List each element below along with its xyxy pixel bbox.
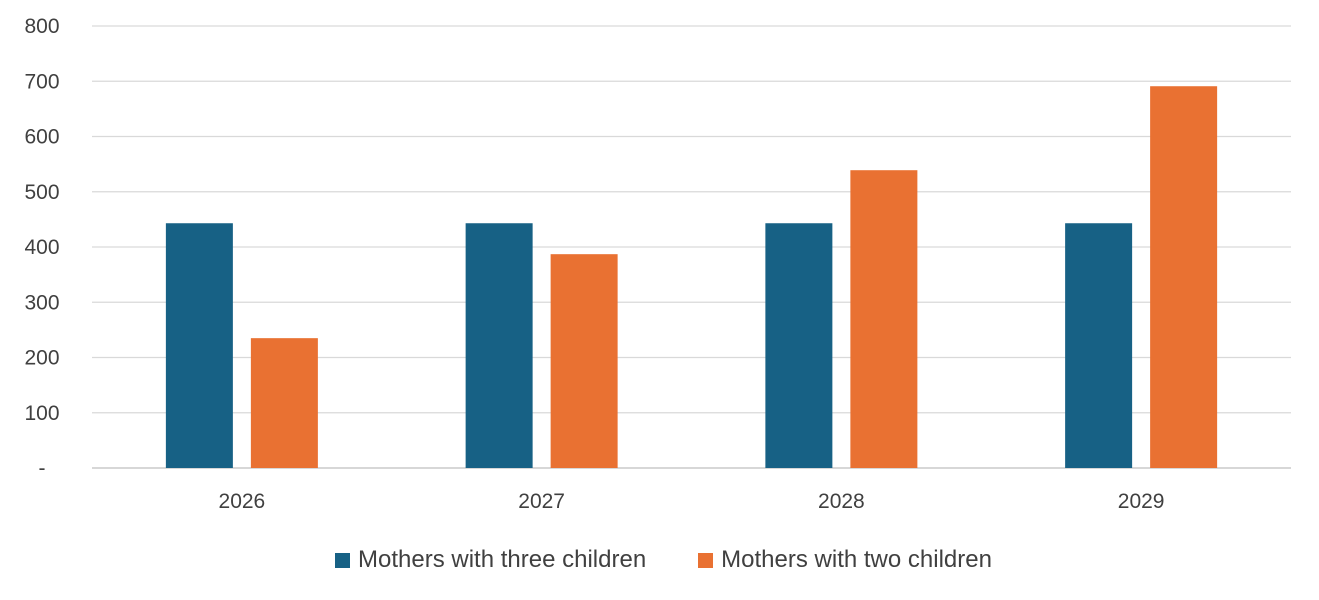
bar-2026-series-0 [165, 223, 233, 468]
legend-item-mothers-two-children: Mothers with two children [698, 546, 992, 574]
y-tick-label-300: 300 [24, 291, 59, 314]
bar-2026-series-1 [250, 338, 318, 468]
y-tick-label-400: 400 [24, 236, 59, 259]
legend-label-two-children: Mothers with two children [721, 546, 992, 573]
x-tick-label-2026: 2026 [219, 490, 266, 513]
bar-2027-series-1 [550, 254, 618, 468]
x-tick-label-2029: 2029 [1118, 490, 1165, 513]
bars [165, 86, 1218, 468]
bar-2028-series-0 [765, 223, 833, 468]
legend-item-mothers-three-children: Mothers with three children [335, 546, 646, 574]
bar-2028-series-1 [850, 170, 918, 468]
x-tick-label-2028: 2028 [818, 490, 865, 513]
y-tick-label-700: 700 [24, 70, 59, 93]
y-tick-label-200: 200 [24, 347, 59, 370]
y-axis-tick-labels: - 100 200 300 400 500 600 700 800 [24, 15, 59, 480]
y-tick-label-0: - [39, 457, 46, 480]
x-tick-label-2027: 2027 [518, 490, 565, 513]
legend-swatch-three-children [335, 552, 351, 568]
bar-2027-series-0 [465, 223, 533, 468]
legend-label-three-children: Mothers with three children [358, 546, 647, 573]
bar-2029-series-1 [1150, 86, 1218, 468]
legend: Mothers with three children Mothers with… [0, 540, 1319, 580]
x-axis-tick-labels: 2026 2027 2028 2029 [219, 490, 1165, 513]
y-tick-label-800: 800 [24, 15, 59, 38]
y-tick-label-500: 500 [24, 181, 59, 204]
bar-2029-series-0 [1065, 223, 1133, 468]
legend-swatch-two-children [698, 552, 714, 568]
y-tick-label-600: 600 [24, 126, 59, 149]
y-tick-label-100: 100 [24, 402, 59, 425]
